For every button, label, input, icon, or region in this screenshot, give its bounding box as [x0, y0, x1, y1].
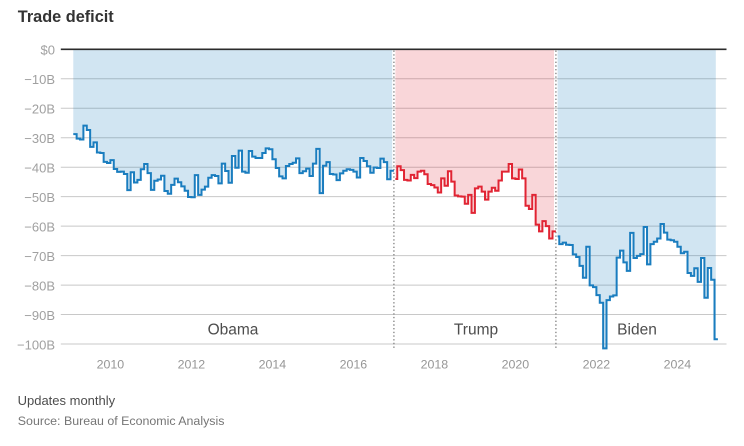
svg-text:2010: 2010	[97, 358, 125, 372]
svg-text:2018: 2018	[421, 358, 449, 372]
svg-text:2022: 2022	[583, 358, 611, 372]
svg-text:Trump: Trump	[454, 321, 498, 338]
svg-text:−10B: −10B	[24, 72, 55, 87]
svg-text:Obama: Obama	[208, 321, 259, 338]
svg-text:2012: 2012	[178, 358, 206, 372]
svg-text:−50B: −50B	[24, 190, 55, 205]
svg-text:Biden: Biden	[617, 321, 657, 338]
svg-text:2020: 2020	[502, 358, 530, 372]
svg-text:2014: 2014	[259, 358, 287, 372]
svg-text:−80B: −80B	[24, 278, 55, 293]
svg-text:$0: $0	[41, 43, 55, 58]
svg-text:−100B: −100B	[17, 337, 55, 352]
svg-text:−90B: −90B	[24, 308, 55, 323]
svg-text:−60B: −60B	[24, 219, 55, 234]
svg-text:2024: 2024	[664, 358, 692, 372]
svg-text:2016: 2016	[340, 358, 368, 372]
svg-text:−70B: −70B	[24, 249, 55, 264]
svg-text:−20B: −20B	[24, 102, 55, 117]
svg-text:−40B: −40B	[24, 161, 55, 176]
svg-text:−30B: −30B	[24, 131, 55, 146]
